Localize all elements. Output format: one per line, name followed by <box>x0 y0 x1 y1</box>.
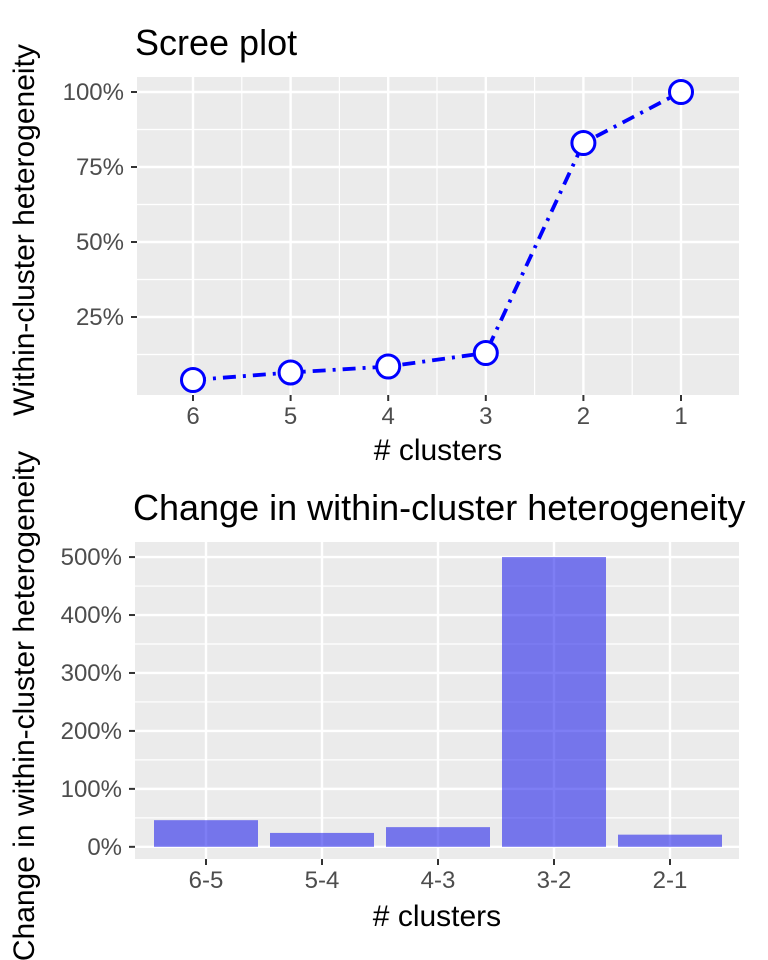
y-tick-label: 400% <box>61 602 122 629</box>
data-point <box>180 367 206 393</box>
y-tick-label: 0% <box>87 834 122 861</box>
data-point <box>375 353 402 380</box>
change-bar <box>618 834 722 847</box>
x-tick-label: 3-2 <box>537 867 572 894</box>
change-bar <box>154 820 258 847</box>
change-chart-title: Change in within-cluster heterogeneity <box>133 487 746 528</box>
data-point <box>668 79 694 105</box>
y-tick-label: 75% <box>76 154 124 181</box>
data-point <box>570 130 597 156</box>
data-point <box>277 359 304 386</box>
change-bar <box>502 557 606 847</box>
x-tick-label: 1 <box>674 403 687 430</box>
x-tick-label: 2 <box>577 403 590 430</box>
x-tick-label: 5-4 <box>305 867 340 894</box>
change-x-axis-label: # clusters <box>372 900 502 933</box>
panel-background <box>137 77 739 395</box>
x-tick-label: 2-1 <box>653 867 688 894</box>
x-tick-label: 5 <box>284 403 297 430</box>
change-y-axis-label: Change in within-cluster heterogeneity <box>8 450 41 960</box>
y-tick-label: 300% <box>61 660 122 687</box>
scree-y-axis-label: Within-cluster heterogeneity <box>8 44 41 416</box>
x-tick-label: 6 <box>186 403 199 430</box>
y-tick-label: 500% <box>61 544 122 571</box>
x-tick-label: 6-5 <box>189 867 224 894</box>
y-tick-label: 100% <box>63 79 124 106</box>
y-tick-label: 25% <box>76 304 124 331</box>
x-tick-label: 4 <box>382 403 395 430</box>
scree-plot-title: Scree plot <box>135 22 298 63</box>
x-tick-label: 3 <box>479 403 492 430</box>
data-point <box>472 340 499 366</box>
scree-line <box>192 90 682 382</box>
x-tick-label: 4-3 <box>421 867 456 894</box>
change-bar <box>270 832 374 847</box>
y-tick-label: 50% <box>76 229 124 256</box>
y-tick-label: 100% <box>61 776 122 803</box>
y-tick-label: 200% <box>61 718 122 745</box>
scree-x-axis-label: # clusters <box>373 434 503 467</box>
change-bar <box>386 827 490 847</box>
